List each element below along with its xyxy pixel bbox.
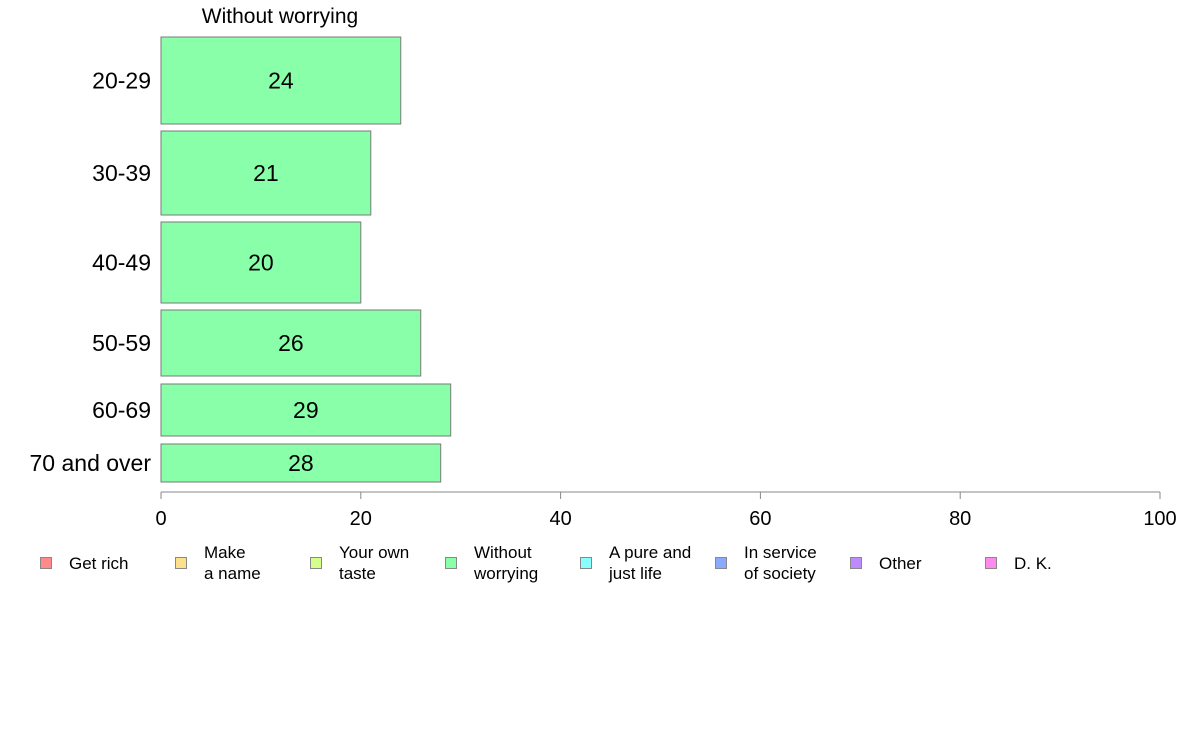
legend-label: D. K. (1014, 553, 1052, 573)
category-label: 20-29 (92, 68, 151, 94)
category-label: 30-39 (92, 160, 151, 186)
data-label: 24 (268, 68, 294, 94)
bar (160, 130, 372, 216)
x-tick-label: 0 (155, 508, 166, 530)
x-axis: 0 20 40 60 80 100 (155, 491, 1177, 530)
x-tick-label: 20 (350, 508, 372, 530)
legend-label: Get rich (69, 553, 129, 573)
category-label: 40-49 (92, 250, 151, 276)
legend: Get rich Make a name Your own taste Without… (30, 541, 1180, 591)
data-label: 29 (293, 397, 319, 423)
legend-label: In service of society (744, 543, 817, 583)
x-tick-label: 60 (749, 508, 771, 530)
x-tick-label: 40 (549, 508, 571, 530)
legend-item: Without worrying (435, 541, 538, 585)
x-tick-label: 100 (1143, 508, 1176, 530)
legend-swatch (850, 557, 862, 569)
bar (160, 36, 402, 125)
legend-item: D. K. (975, 541, 1052, 585)
data-label: 20 (248, 250, 274, 276)
data-label: 26 (278, 330, 304, 356)
legend-label: Make a name (204, 543, 261, 583)
bar (160, 443, 442, 483)
legend-item: Your own taste (300, 541, 409, 585)
bar-chart: Without worrying 24 20-29 21 30-39 20 40-49 26… (30, 5, 1177, 530)
legend-item: Get rich (30, 541, 129, 585)
bar (160, 383, 452, 437)
data-label: 21 (253, 160, 279, 186)
legend-item: A pure and just life (570, 541, 691, 585)
x-tick-label: 80 (949, 508, 971, 530)
legend-item: Make a name (165, 541, 261, 585)
legend-label: A pure and just life (609, 543, 692, 583)
category-label: 50-59 (92, 330, 151, 356)
legend-label: Other (879, 553, 922, 573)
legend-label: Without worrying (474, 543, 539, 583)
legend-item: Other (840, 541, 922, 585)
bar (160, 221, 362, 304)
data-label: 28 (288, 450, 314, 476)
bar (160, 309, 422, 377)
legend-swatch (715, 557, 727, 569)
legend-swatch (175, 557, 187, 569)
category-label: 60-69 (92, 397, 151, 423)
legend-label: Your own taste (339, 543, 410, 583)
legend-swatch (580, 557, 592, 569)
chart-title: Without worrying (202, 5, 358, 28)
legend-swatch (985, 557, 997, 569)
legend-swatch (40, 557, 52, 569)
bars-group: 24 20-29 21 30-39 20 40-49 26 50-59 29 60-69 28 70 … (30, 36, 452, 483)
legend-item: In service of society (705, 541, 817, 585)
category-label: 70 and over (30, 450, 152, 476)
legend-swatch (310, 557, 322, 569)
legend-swatch (445, 557, 457, 569)
